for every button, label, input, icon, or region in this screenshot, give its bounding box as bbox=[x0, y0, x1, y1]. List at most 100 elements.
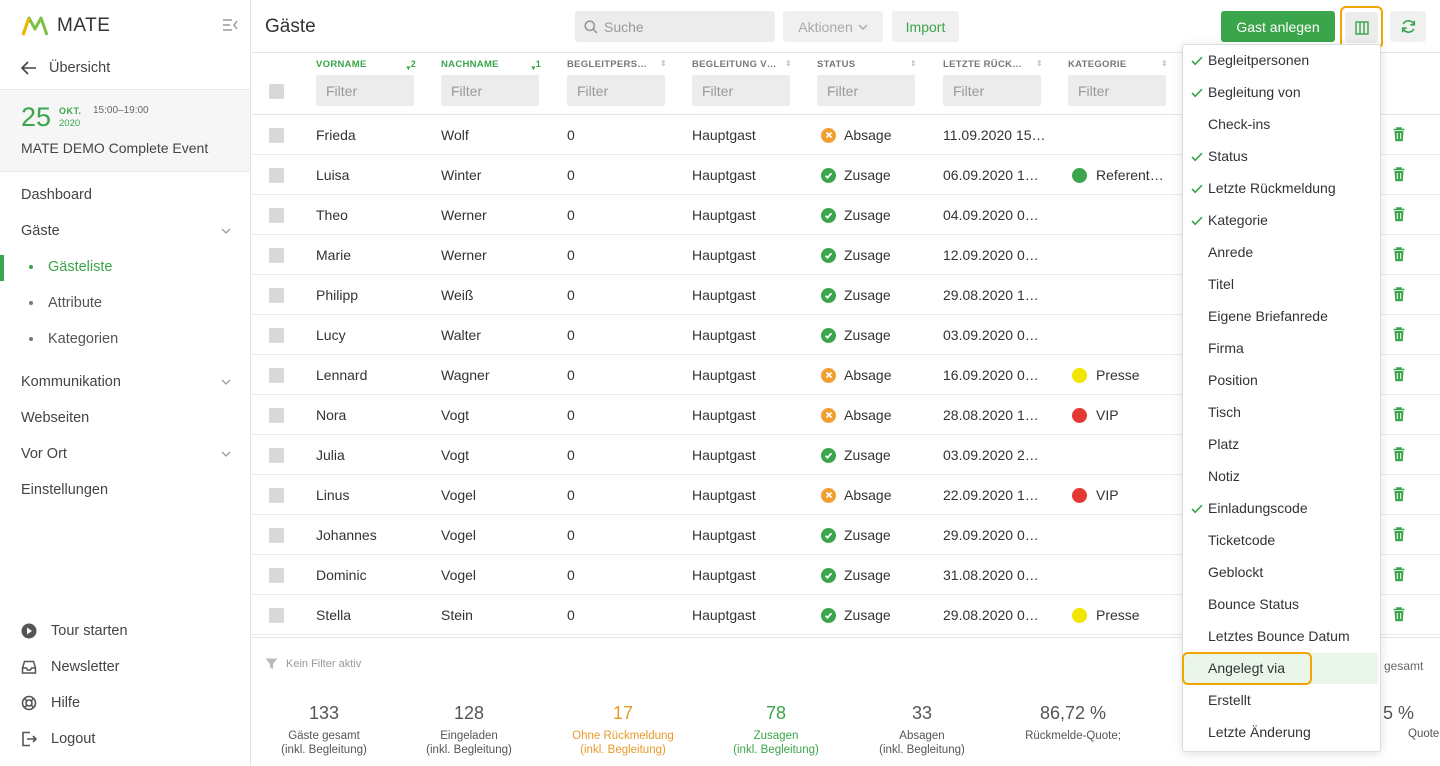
column-toggle-item[interactable]: Angelegt via bbox=[1183, 652, 1380, 684]
row-checkbox[interactable] bbox=[269, 128, 284, 143]
column-toggle-item[interactable]: Einladungscode bbox=[1183, 492, 1380, 524]
nav-kommunikation[interactable]: Kommunikation bbox=[21, 374, 231, 390]
row-checkbox[interactable] bbox=[269, 368, 284, 383]
column-header[interactable]: KATEGORIE ⇕ bbox=[1068, 59, 1168, 70]
nav-gaesteliste[interactable]: Gästeliste bbox=[29, 259, 112, 275]
column-toggle-item[interactable]: Tisch bbox=[1183, 396, 1380, 428]
newsletter[interactable]: Newsletter bbox=[21, 659, 120, 675]
column-filter-input[interactable]: Filter bbox=[692, 75, 790, 106]
trash-icon[interactable] bbox=[1393, 207, 1405, 227]
row-checkbox[interactable] bbox=[269, 488, 284, 503]
column-toggle-item[interactable]: Begleitpersonen bbox=[1183, 44, 1380, 76]
table-row[interactable]: Linus Vogel 0 Hauptgast Absage 22.09.2020 1… V… bbox=[252, 475, 1440, 515]
column-toggle-item[interactable]: Letzte Änderung bbox=[1183, 716, 1380, 748]
row-checkbox[interactable] bbox=[269, 208, 284, 223]
column-filter-input[interactable]: Filter bbox=[441, 75, 539, 106]
column-header[interactable]: BEGLEITUNG V… ⇕ bbox=[692, 59, 792, 70]
column-header[interactable]: VORNAME ▾2 bbox=[316, 59, 416, 73]
column-toggle-item[interactable]: Bounce Status bbox=[1183, 588, 1380, 620]
search-box[interactable] bbox=[575, 11, 775, 42]
column-toggle-item[interactable]: Firma bbox=[1183, 332, 1380, 364]
import-button[interactable]: Import bbox=[892, 11, 959, 42]
nav-kategorien[interactable]: Kategorien bbox=[29, 331, 118, 347]
collapse-sidebar-icon[interactable] bbox=[222, 18, 238, 32]
column-header[interactable]: BEGLEITPERS… ⇕ bbox=[567, 59, 667, 70]
table-row[interactable]: Lennard Wagner 0 Hauptgast Absage 16.09.2020 … bbox=[252, 355, 1440, 395]
column-filter-input[interactable]: Filter bbox=[943, 75, 1041, 106]
sort-icon[interactable]: ⇕ bbox=[1160, 59, 1168, 68]
brand[interactable]: MATE bbox=[21, 14, 110, 38]
column-toggle-item[interactable]: Anrede bbox=[1183, 236, 1380, 268]
trash-icon[interactable] bbox=[1393, 367, 1405, 387]
column-toggle-item[interactable]: Titel bbox=[1183, 268, 1380, 300]
search-input[interactable] bbox=[604, 18, 764, 35]
row-checkbox[interactable] bbox=[269, 168, 284, 183]
column-toggle-item[interactable]: Ticketcode bbox=[1183, 524, 1380, 556]
column-toggle-item[interactable]: Eigene Briefanrede bbox=[1183, 300, 1380, 332]
column-toggle-item[interactable]: Kategorie bbox=[1183, 204, 1380, 236]
column-filter-input[interactable]: Filter bbox=[567, 75, 665, 106]
row-checkbox[interactable] bbox=[269, 528, 284, 543]
row-checkbox[interactable] bbox=[269, 328, 284, 343]
table-row[interactable]: Stella Stein 0 Hauptgast Zusage 29.08.2020 0…… bbox=[252, 595, 1440, 635]
row-checkbox[interactable] bbox=[269, 288, 284, 303]
nav-webseiten[interactable]: Webseiten bbox=[21, 410, 231, 426]
trash-icon[interactable] bbox=[1393, 527, 1405, 547]
trash-icon[interactable] bbox=[1393, 127, 1405, 147]
add-guest-button[interactable]: Gast anlegen bbox=[1221, 11, 1335, 42]
sort-icon[interactable]: ⇕ bbox=[659, 59, 667, 68]
column-filter-input[interactable]: Filter bbox=[316, 75, 414, 106]
sort-icon[interactable]: ⇕ bbox=[909, 59, 917, 68]
column-filter-input[interactable]: Filter bbox=[817, 75, 915, 106]
column-toggle-item[interactable]: Begleitung von bbox=[1183, 76, 1380, 108]
nav-gaeste[interactable]: Gäste bbox=[21, 223, 231, 239]
column-toggle-item[interactable]: Geblockt bbox=[1183, 556, 1380, 588]
select-all-checkbox[interactable] bbox=[269, 84, 284, 99]
column-toggle-item[interactable]: Check-ins bbox=[1183, 108, 1380, 140]
column-header[interactable]: STATUS ⇕ bbox=[817, 59, 917, 70]
sort-icon[interactable]: ▾1 bbox=[531, 59, 541, 73]
table-row[interactable]: Lucy Walter 0 Hauptgast Zusage 03.09.2020 0… bbox=[252, 315, 1440, 355]
column-toggle-item[interactable]: Notiz bbox=[1183, 460, 1380, 492]
sort-icon[interactable]: ▾2 bbox=[406, 59, 416, 73]
trash-icon[interactable] bbox=[1393, 447, 1405, 467]
table-row[interactable]: Dominic Vogel 0 Hauptgast Zusage 31.08.2020 0… bbox=[252, 555, 1440, 595]
logout[interactable]: Logout bbox=[21, 731, 95, 747]
trash-icon[interactable] bbox=[1393, 567, 1405, 587]
trash-icon[interactable] bbox=[1393, 327, 1405, 347]
row-checkbox[interactable] bbox=[269, 248, 284, 263]
table-row[interactable]: Johannes Vogel 0 Hauptgast Zusage 29.09.2020 … bbox=[252, 515, 1440, 555]
nav-einstellungen[interactable]: Einstellungen bbox=[21, 482, 231, 498]
trash-icon[interactable] bbox=[1393, 287, 1405, 307]
row-checkbox[interactable] bbox=[269, 568, 284, 583]
actions-dropdown-button[interactable]: Aktionen bbox=[783, 11, 883, 42]
hilfe[interactable]: Hilfe bbox=[21, 695, 80, 711]
column-toggle-item[interactable]: Position bbox=[1183, 364, 1380, 396]
sort-icon[interactable]: ⇕ bbox=[1035, 59, 1043, 68]
table-row[interactable]: Marie Werner 0 Hauptgast Zusage 12.09.2020 0… bbox=[252, 235, 1440, 275]
trash-icon[interactable] bbox=[1393, 607, 1405, 627]
table-row[interactable]: Frieda Wolf 0 Hauptgast Absage 11.09.2020 15… bbox=[252, 115, 1440, 155]
table-row[interactable]: Julia Vogt 0 Hauptgast Zusage 03.09.2020 2… bbox=[252, 435, 1440, 475]
column-chooser-button[interactable] bbox=[1340, 6, 1383, 49]
row-checkbox[interactable] bbox=[269, 448, 284, 463]
row-checkbox[interactable] bbox=[269, 408, 284, 423]
table-row[interactable]: Luisa Winter 0 Hauptgast Zusage 06.09.2020 1…… bbox=[252, 155, 1440, 195]
column-toggle-item[interactable]: Letzte Rückmeldung bbox=[1183, 172, 1380, 204]
refresh-button[interactable] bbox=[1390, 11, 1426, 42]
column-header[interactable]: NACHNAME ▾1 bbox=[441, 59, 541, 73]
table-row[interactable]: Nora Vogt 0 Hauptgast Absage 28.08.2020 1… VIP bbox=[252, 395, 1440, 435]
row-checkbox[interactable] bbox=[269, 608, 284, 623]
table-row[interactable]: Theo Werner 0 Hauptgast Zusage 04.09.2020 0… bbox=[252, 195, 1440, 235]
trash-icon[interactable] bbox=[1393, 247, 1405, 267]
trash-icon[interactable] bbox=[1393, 487, 1405, 507]
table-row[interactable]: Philipp Weiß 0 Hauptgast Zusage 29.08.2020 1… bbox=[252, 275, 1440, 315]
column-toggle-item[interactable]: Letztes Bounce Datum bbox=[1183, 620, 1380, 652]
back-to-overview[interactable]: Übersicht bbox=[21, 60, 110, 76]
nav-vor-ort[interactable]: Vor Ort bbox=[21, 446, 231, 462]
trash-icon[interactable] bbox=[1393, 167, 1405, 187]
column-toggle-item[interactable]: Erstellt bbox=[1183, 684, 1380, 716]
sort-icon[interactable]: ⇕ bbox=[784, 59, 792, 68]
column-filter-input[interactable]: Filter bbox=[1068, 75, 1166, 106]
tour-starten[interactable]: Tour starten bbox=[21, 623, 128, 639]
